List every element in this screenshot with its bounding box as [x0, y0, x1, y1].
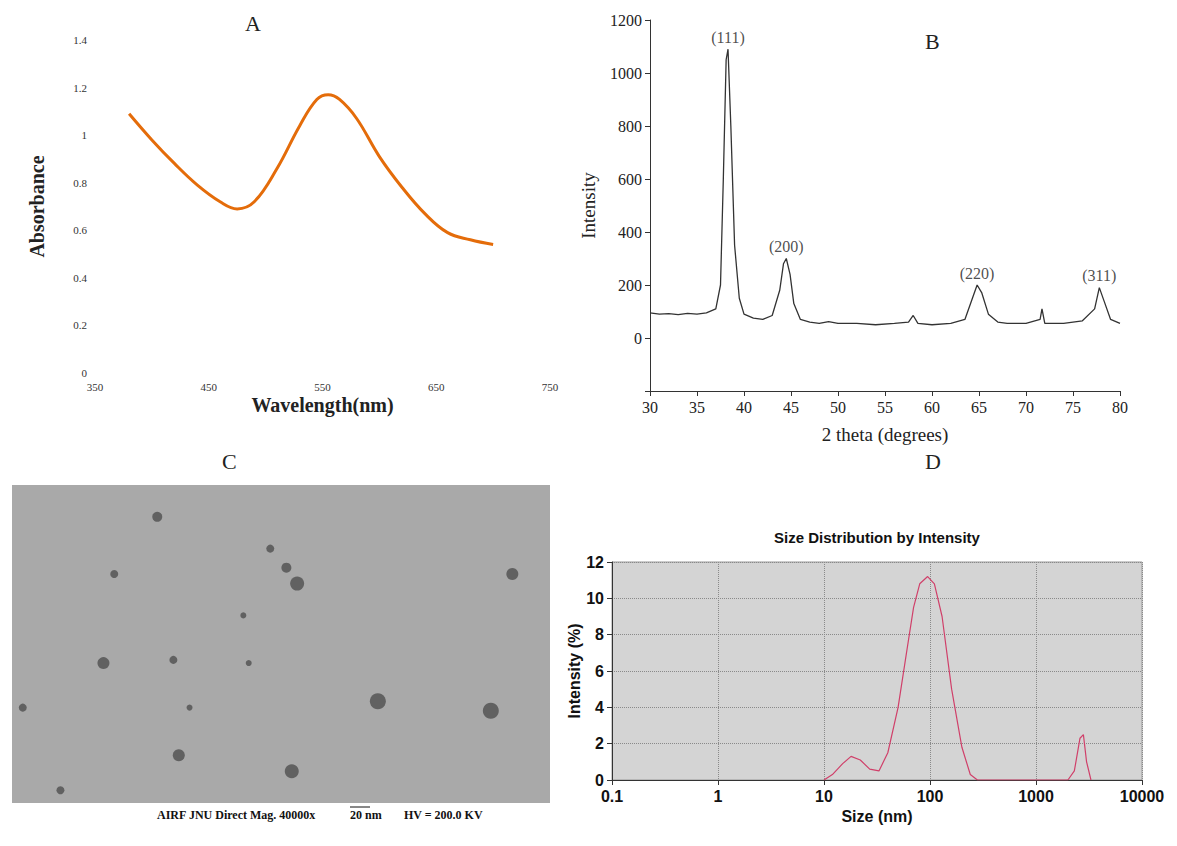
- svg-text:B: B: [925, 29, 940, 54]
- svg-text:0.1: 0.1: [601, 788, 623, 805]
- svg-text:10: 10: [586, 590, 604, 607]
- svg-text:Size Distribution by Intensity: Size Distribution by Intensity: [774, 529, 981, 546]
- svg-text:70: 70: [1018, 399, 1034, 416]
- svg-text:35: 35: [689, 399, 705, 416]
- svg-text:(311): (311): [1082, 267, 1116, 285]
- svg-text:0.2: 0.2: [73, 319, 87, 331]
- svg-text:750: 750: [542, 381, 559, 393]
- svg-text:HV = 200.0 KV: HV = 200.0 KV: [404, 808, 483, 822]
- svg-text:AIRF JNU Direct Mag. 40000x: AIRF JNU Direct Mag. 40000x: [157, 808, 315, 822]
- svg-text:Wavelength(nm): Wavelength(nm): [251, 394, 393, 417]
- svg-text:4: 4: [595, 699, 604, 716]
- svg-text:1: 1: [82, 129, 88, 141]
- svg-text:Size (nm): Size (nm): [841, 808, 912, 825]
- svg-text:1000: 1000: [610, 65, 642, 82]
- svg-text:600: 600: [618, 171, 642, 188]
- svg-text:(200): (200): [769, 238, 804, 256]
- svg-text:6: 6: [595, 663, 604, 680]
- svg-text:450: 450: [201, 381, 218, 393]
- svg-text:2 theta (degrees): 2 theta (degrees): [822, 424, 949, 446]
- svg-text:10: 10: [815, 788, 833, 805]
- svg-text:0.4: 0.4: [73, 272, 87, 284]
- svg-text:8: 8: [595, 626, 604, 643]
- svg-text:Absorbance: Absorbance: [26, 155, 48, 257]
- svg-text:550: 550: [314, 381, 331, 393]
- svg-text:Intensity (%): Intensity (%): [566, 623, 583, 718]
- svg-text:30: 30: [642, 399, 658, 416]
- svg-text:40: 40: [736, 399, 752, 416]
- svg-text:C: C: [222, 449, 237, 474]
- svg-text:50: 50: [830, 399, 846, 416]
- svg-text:0.6: 0.6: [73, 224, 87, 236]
- svg-text:(220): (220): [960, 265, 995, 283]
- svg-text:65: 65: [971, 399, 987, 416]
- svg-text:Intensity: Intensity: [578, 172, 599, 239]
- svg-text:400: 400: [618, 224, 642, 241]
- svg-text:20 nm: 20 nm: [350, 808, 382, 822]
- svg-text:800: 800: [618, 118, 642, 135]
- svg-text:12: 12: [586, 554, 604, 571]
- svg-text:80: 80: [1112, 399, 1128, 416]
- svg-text:0: 0: [82, 367, 88, 379]
- svg-text:75: 75: [1065, 399, 1081, 416]
- svg-text:A: A: [245, 11, 261, 36]
- svg-text:1.4: 1.4: [73, 34, 87, 46]
- svg-text:10000: 10000: [1120, 788, 1165, 805]
- svg-text:45: 45: [783, 399, 799, 416]
- svg-text:1: 1: [714, 788, 723, 805]
- svg-text:60: 60: [924, 399, 940, 416]
- svg-text:1200: 1200: [610, 12, 642, 29]
- svg-text:100: 100: [917, 788, 944, 805]
- svg-text:0: 0: [595, 772, 604, 789]
- svg-text:350: 350: [87, 381, 104, 393]
- svg-text:(111): (111): [711, 29, 744, 47]
- svg-text:2: 2: [595, 735, 604, 752]
- svg-text:200: 200: [618, 277, 642, 294]
- svg-text:1000: 1000: [1018, 788, 1054, 805]
- svg-text:55: 55: [877, 399, 893, 416]
- svg-text:0: 0: [634, 330, 642, 347]
- svg-text:D: D: [925, 449, 941, 474]
- svg-text:1.2: 1.2: [73, 82, 87, 94]
- svg-text:0.8: 0.8: [73, 177, 87, 189]
- svg-text:650: 650: [428, 381, 445, 393]
